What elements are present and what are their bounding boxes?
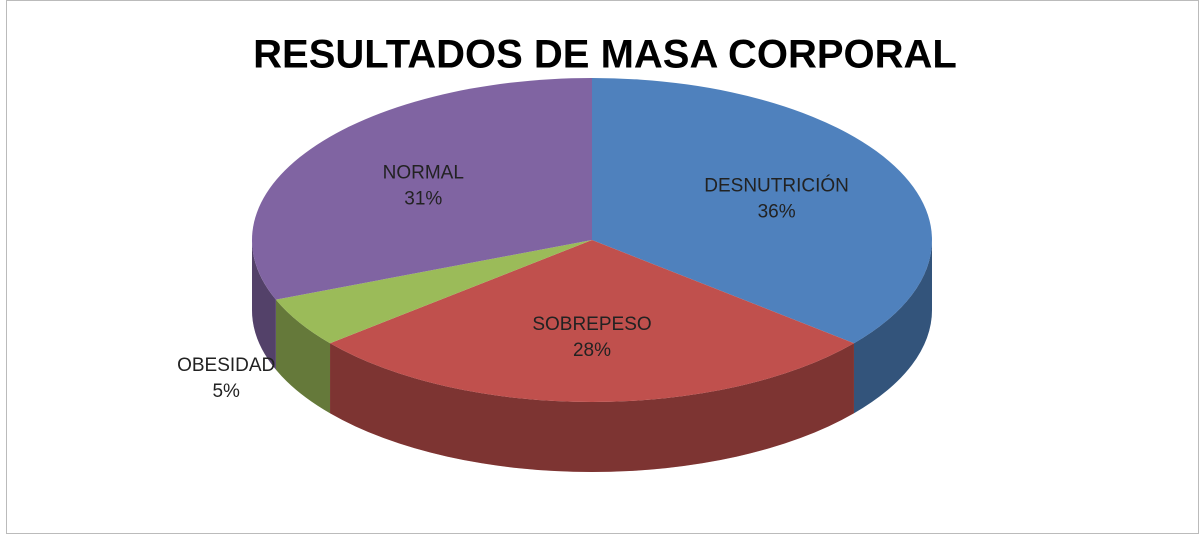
slice: [330, 240, 854, 402]
slice-side: [330, 343, 854, 472]
slice-value-label: 31%: [404, 188, 442, 209]
slice-label: DESNUTRICIÓN: [704, 175, 849, 197]
chart-title: RESULTADOS DE MASA CORPORAL: [253, 33, 957, 77]
slice: [592, 78, 932, 344]
slice-side: [252, 240, 276, 370]
slice-side-shade: [330, 343, 854, 472]
slice-value-label: 5%: [212, 381, 240, 402]
slice: [275, 240, 592, 344]
slice-side-shade: [853, 240, 932, 414]
slice-value-label: 36%: [758, 202, 796, 223]
slice-side-shade: [275, 299, 331, 414]
slice-side: [853, 240, 932, 414]
slice-side: [275, 299, 331, 414]
slice-label: OBESIDAD: [177, 355, 275, 376]
slice: [252, 78, 592, 300]
slice-label: NORMAL: [383, 162, 464, 183]
slice-label: SOBREPESO: [532, 314, 651, 335]
slice-side-shade: [252, 240, 276, 370]
slice-value-label: 28%: [573, 340, 611, 361]
